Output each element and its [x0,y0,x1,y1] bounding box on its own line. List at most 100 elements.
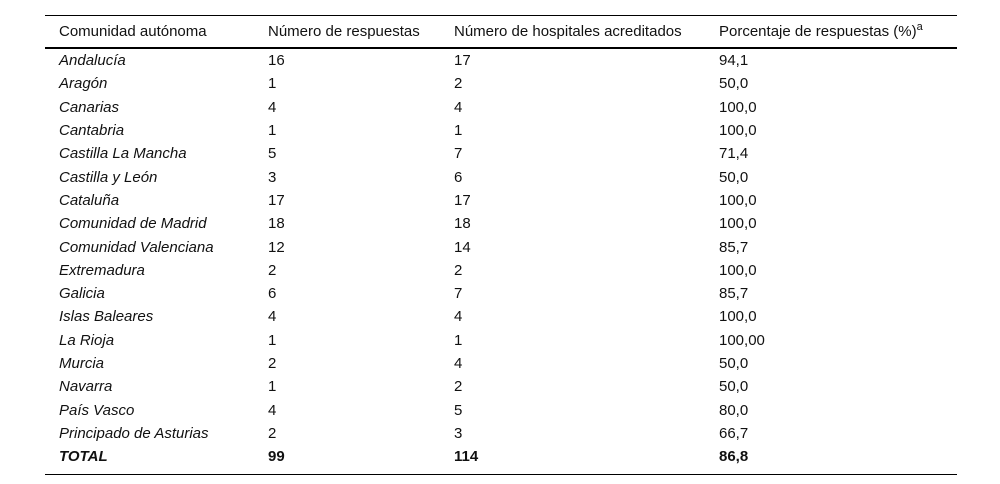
hospitals-cell: 7 [454,285,463,303]
table-row: Canarias 4 4 100,0 [45,96,957,119]
percentage-cell: 100,00 [719,331,765,349]
percentage-cell: 100,0 [719,308,757,326]
hospitals-cell: 6 [454,168,463,186]
hospitals-cell: 2 [454,75,463,93]
region-cell: TOTAL [59,448,108,466]
percentage-cell: 50,0 [719,75,749,93]
table-row: Comunidad de Madrid 18 18 100,0 [45,212,957,235]
hospitals-cell: 3 [454,424,463,442]
region-cell: País Vasco [59,401,135,419]
percentage-cell: 100,0 [719,191,757,209]
table-row: Principado de Asturias 2 3 66,7 [45,422,957,445]
col-header-porcentaje-respuestas: Porcentaje de respuestas (%)a [705,15,957,49]
region-cell: Cantabria [59,122,125,140]
table-row: Murcia 2 4 50,0 [45,352,957,375]
percentage-cell: 100,0 [719,261,757,279]
responses-cell: 2 [268,261,277,279]
responses-cell: 17 [268,191,285,209]
total-row: TOTAL 99 114 86,8 [45,445,957,475]
responses-cell: 12 [268,238,285,256]
hospitals-cell: 17 [454,52,471,70]
region-cell: Galicia [59,285,105,303]
table-body: Andalucía 16 17 94,1 Aragón 1 2 50,0 Canarias 4 4 1… [45,48,957,475]
hospitals-cell: 4 [454,308,463,326]
percentage-cell: 100,0 [719,122,757,140]
percentage-cell: 50,0 [719,168,749,186]
table-row: La Rioja 1 1 100,00 [45,329,957,352]
hospitals-cell: 14 [454,238,471,256]
responses-cell: 1 [268,75,277,93]
region-cell: Comunidad de Madrid [59,215,207,233]
col-header-porcentaje-label: Porcentaje de respuestas (%) [719,23,917,40]
region-cell: Navarra [59,378,113,396]
percentage-cell: 85,7 [719,238,749,256]
table-row: Islas Baleares 4 4 100,0 [45,305,957,328]
col-header-hospitales-acreditados: Número de hospitales acreditados [440,15,705,49]
footnote-marker: a [916,21,923,33]
region-cell: Murcia [59,355,105,372]
table-row: País Vasco 4 5 80,0 [45,398,957,421]
region-cell: Extremadura [59,261,145,279]
responses-cell: 2 [268,424,277,442]
hospitals-cell: 7 [454,145,463,163]
percentage-cell: 94,1 [719,52,749,70]
percentage-cell: 85,7 [719,285,749,303]
responses-cell: 99 [268,448,285,466]
table-header: Comunidad autónoma Número de respuestas … [45,15,957,49]
responses-cell: 6 [268,285,277,303]
hospitals-cell: 4 [454,355,463,372]
responses-cell: 1 [268,378,277,396]
hospitals-cell: 4 [454,98,463,116]
table-row: Aragón 1 2 50,0 [45,72,957,95]
hospitals-cell: 5 [454,401,463,419]
region-cell: La Rioja [59,331,115,349]
percentage-cell: 100,0 [719,98,757,116]
percentage-cell: 80,0 [719,401,749,419]
hospitals-cell: 18 [454,215,471,233]
hospitals-cell: 1 [454,331,463,349]
hospitals-cell: 2 [454,378,463,396]
percentage-cell: 71,4 [719,145,749,163]
hospitals-cell: 1 [454,122,463,140]
percentage-cell: 86,8 [719,448,749,466]
header-row: Comunidad autónoma Número de respuestas … [45,15,957,49]
region-cell: Aragón [59,75,108,93]
table-row: Comunidad Valenciana 12 14 85,7 [45,235,957,258]
responses-cell: 1 [268,122,277,140]
responses-cell: 3 [268,168,277,186]
percentage-cell: 100,0 [719,215,757,233]
table-row: Cantabria 1 1 100,0 [45,119,957,142]
hospitals-cell: 17 [454,191,471,209]
hospitals-cell: 114 [454,448,479,466]
table-row: Extremadura 2 2 100,0 [45,259,957,282]
col-header-comunidad-autonoma: Comunidad autónoma [45,15,254,49]
percentage-cell: 50,0 [719,378,749,396]
responses-cell: 4 [268,308,277,326]
region-cell: Islas Baleares [59,308,154,326]
percentage-cell: 50,0 [719,355,749,372]
responses-cell: 16 [268,52,285,70]
table-row: Galicia 6 7 85,7 [45,282,957,305]
table-row: Navarra 1 2 50,0 [45,375,957,398]
table-row: Castilla y León 3 6 50,0 [45,165,957,188]
accreditation-table: Comunidad autónoma Número de respuestas … [45,15,957,476]
percentage-cell: 66,7 [719,424,749,442]
responses-cell: 4 [268,98,277,116]
col-header-numero-respuestas: Número de respuestas [254,15,440,49]
responses-cell: 1 [268,331,277,349]
hospitals-cell: 2 [454,261,463,279]
region-cell: Canarias [59,98,120,116]
responses-cell: 18 [268,215,285,233]
region-cell: Castilla y León [59,168,158,186]
region-cell: Comunidad Valenciana [59,238,214,256]
region-cell: Principado de Asturias [59,424,209,442]
region-cell: Andalucía [59,52,126,70]
table-row: Andalucía 16 17 94,1 [45,48,957,72]
responses-cell: 5 [268,145,277,163]
responses-cell: 4 [268,401,277,419]
table-row: Cataluña 17 17 100,0 [45,189,957,212]
region-cell: Cataluña [59,191,120,209]
table-row: Castilla La Mancha 5 7 71,4 [45,142,957,165]
responses-cell: 2 [268,355,277,372]
